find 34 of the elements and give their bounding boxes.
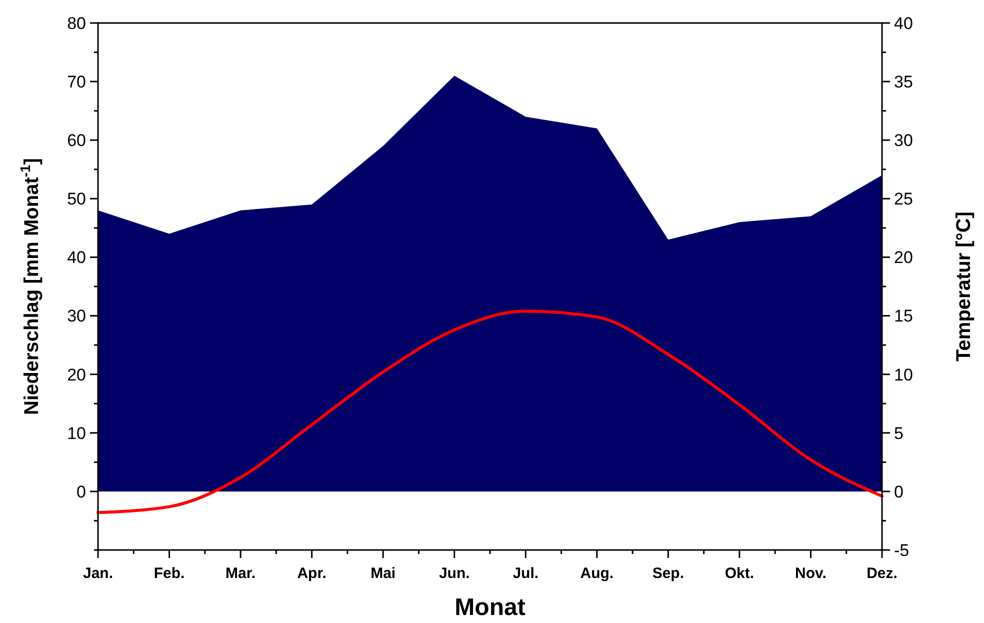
x-tick-label: Jan. xyxy=(82,565,114,582)
y-tick-label: 40 xyxy=(67,248,86,268)
y-tick-label: 20 xyxy=(67,365,86,384)
y2-tick-label: 5 xyxy=(894,424,904,443)
x-tick-label: Dez. xyxy=(866,565,898,582)
y2-tick-label: 20 xyxy=(894,248,913,268)
x-tick-label: Apr. xyxy=(297,565,326,582)
y2-tick-label: 10 xyxy=(894,365,913,384)
y-tick-label: 0 xyxy=(76,482,86,502)
y-tick-label: 50 xyxy=(67,190,86,209)
line-series xyxy=(96,310,884,514)
x-tick-label: Jun. xyxy=(438,565,470,582)
y2-tick-label: 0 xyxy=(894,482,904,502)
x-tick-label: Okt. xyxy=(724,565,754,582)
y2-tick-label: 30 xyxy=(894,131,913,150)
y-tick-label: 60 xyxy=(67,131,86,150)
x-tick-label: Feb. xyxy=(154,565,185,582)
y2-tick-label: 25 xyxy=(894,190,913,209)
y2-tick-label: -5 xyxy=(894,540,910,560)
x-tick-label: Mar. xyxy=(226,565,256,582)
y2-tick-label: 15 xyxy=(894,306,913,326)
y2-tick-label: 40 xyxy=(894,14,913,33)
y2-axis-title: Temperatur [°C] xyxy=(953,212,975,362)
y-tick-label: 80 xyxy=(67,14,86,33)
x-tick-label: Sep. xyxy=(652,565,684,582)
x-tick-label: Aug. xyxy=(580,565,614,582)
x-tick-label: Jul. xyxy=(512,565,539,582)
y-tick-label: 10 xyxy=(67,424,86,443)
x-tick-label: Nov. xyxy=(795,565,826,582)
y-tick-label: 30 xyxy=(67,306,86,326)
x-axis-title: Monat xyxy=(454,594,526,621)
x-tick-label: Mai xyxy=(370,565,396,582)
y-tick-label: 70 xyxy=(67,72,86,92)
y2-tick-label: 35 xyxy=(894,72,913,92)
